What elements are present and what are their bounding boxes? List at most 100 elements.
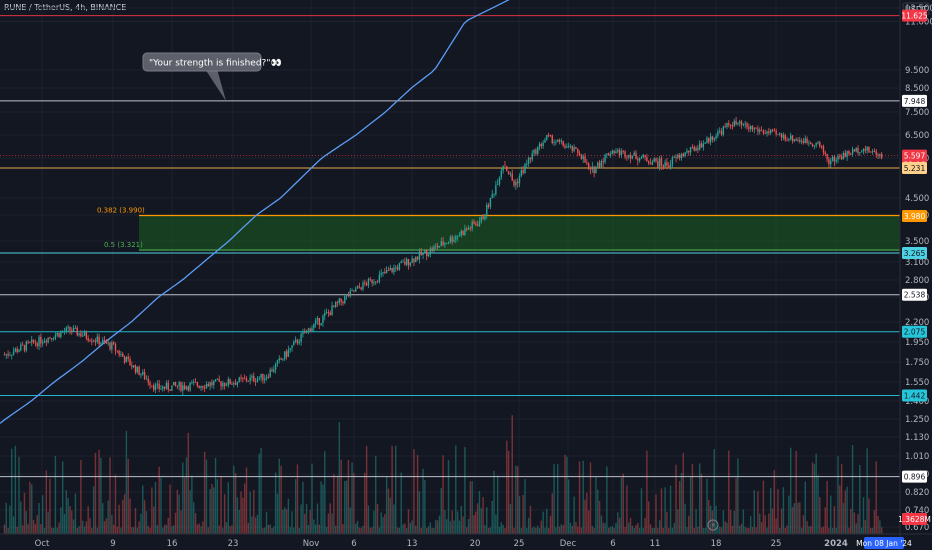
candle-body [196, 382, 199, 386]
volume-bar [338, 422, 341, 534]
candle-body [802, 141, 805, 143]
candle-body [577, 149, 579, 154]
volume-bar [151, 487, 153, 534]
volume-bar [711, 510, 714, 534]
candle-body [402, 261, 404, 263]
candle-body [811, 143, 814, 146]
volume-bar [14, 445, 17, 534]
volume-bar [520, 527, 523, 534]
price-badge-label: 3.980 [904, 212, 926, 221]
volume-bar [284, 507, 286, 534]
volume-bar [748, 527, 750, 534]
candle-body [496, 184, 499, 185]
candle-body [739, 121, 741, 124]
volume-bar [631, 525, 634, 534]
candle-body [447, 242, 450, 244]
volume-bar [331, 513, 333, 534]
candle-body [273, 369, 275, 372]
candle-body [720, 131, 723, 135]
volume-bar [51, 527, 53, 534]
candle-body [213, 381, 215, 386]
volume-bar [480, 508, 482, 534]
candle-body [467, 227, 470, 230]
candle-body [549, 135, 552, 137]
price-badge-label: 7.948 [904, 97, 926, 106]
candle-body [518, 175, 521, 184]
candle-body [375, 281, 377, 283]
volume-bar [535, 527, 537, 534]
candle-body [20, 344, 22, 351]
candle-body [438, 245, 441, 248]
candle-body [813, 145, 816, 147]
volume-bar [116, 526, 118, 534]
volume-bar [802, 515, 805, 534]
candle-body [677, 155, 679, 158]
volume-bar [704, 527, 706, 534]
volume-bar [393, 504, 395, 534]
volume-bar [436, 520, 439, 534]
price-axis[interactable]: USDT [899, 0, 932, 550]
candle-body [469, 227, 472, 229]
volume-bar [700, 473, 703, 534]
volume-bar [162, 527, 164, 534]
candle-body [700, 143, 703, 148]
volume-bar [500, 522, 503, 534]
volume-bar [578, 461, 581, 534]
volume-bar [131, 527, 133, 534]
candle-body [278, 358, 280, 361]
volume-bar [334, 525, 337, 534]
volume-bar [820, 527, 823, 534]
candle-body [85, 332, 88, 339]
candle-body [23, 344, 26, 351]
x-tick-label: 13 [407, 539, 418, 549]
candle-body [607, 153, 610, 156]
candle-body [149, 382, 151, 386]
candle-body [582, 156, 584, 159]
candle-body [668, 165, 670, 168]
volume-bar [56, 527, 58, 534]
candle-body [817, 142, 819, 144]
lightning-icon[interactable] [707, 519, 719, 531]
volume-bar [262, 527, 264, 534]
candle-body [751, 126, 754, 130]
candle-body [669, 164, 672, 168]
volume-bar [365, 445, 368, 534]
volume-bar [779, 527, 781, 534]
volume-bar [291, 511, 293, 534]
volume-bar [688, 515, 690, 534]
volume-bar [822, 526, 825, 534]
volume-bar [462, 516, 464, 534]
candle-body [851, 149, 854, 155]
candle-body [105, 341, 108, 344]
candle-body [455, 236, 457, 240]
candle-body [238, 377, 240, 382]
candle-body [371, 279, 373, 284]
x-tick-label: 2024 [824, 539, 848, 549]
candle-body [486, 205, 488, 215]
volume-bar [515, 465, 517, 534]
candle-body [873, 150, 876, 152]
candle-body [233, 383, 235, 385]
candle-body [347, 294, 350, 297]
candle-body [578, 153, 581, 156]
volume-bar [103, 521, 106, 534]
candle-body [229, 379, 231, 385]
volume-bar [558, 526, 561, 534]
volume-bar [824, 507, 826, 534]
volume-bar [127, 458, 129, 534]
volume-bar [169, 484, 171, 534]
volume-bar [498, 527, 501, 534]
candle-body [316, 317, 319, 321]
candle-body [56, 333, 58, 336]
candle-body [360, 287, 362, 290]
volume-bar [746, 527, 748, 534]
replay-button[interactable] [707, 519, 719, 531]
grid [0, 0, 900, 534]
y-tick-label: 1.550 [905, 378, 929, 388]
volume-bar [560, 524, 563, 534]
candle-body [769, 129, 772, 134]
candle-body [589, 168, 592, 170]
candle-body [686, 150, 688, 153]
x-tick-labels: Oct 9 16 23 Nov 6 13 20 25 Dec 6 11 18 25 2024 [35, 539, 848, 549]
